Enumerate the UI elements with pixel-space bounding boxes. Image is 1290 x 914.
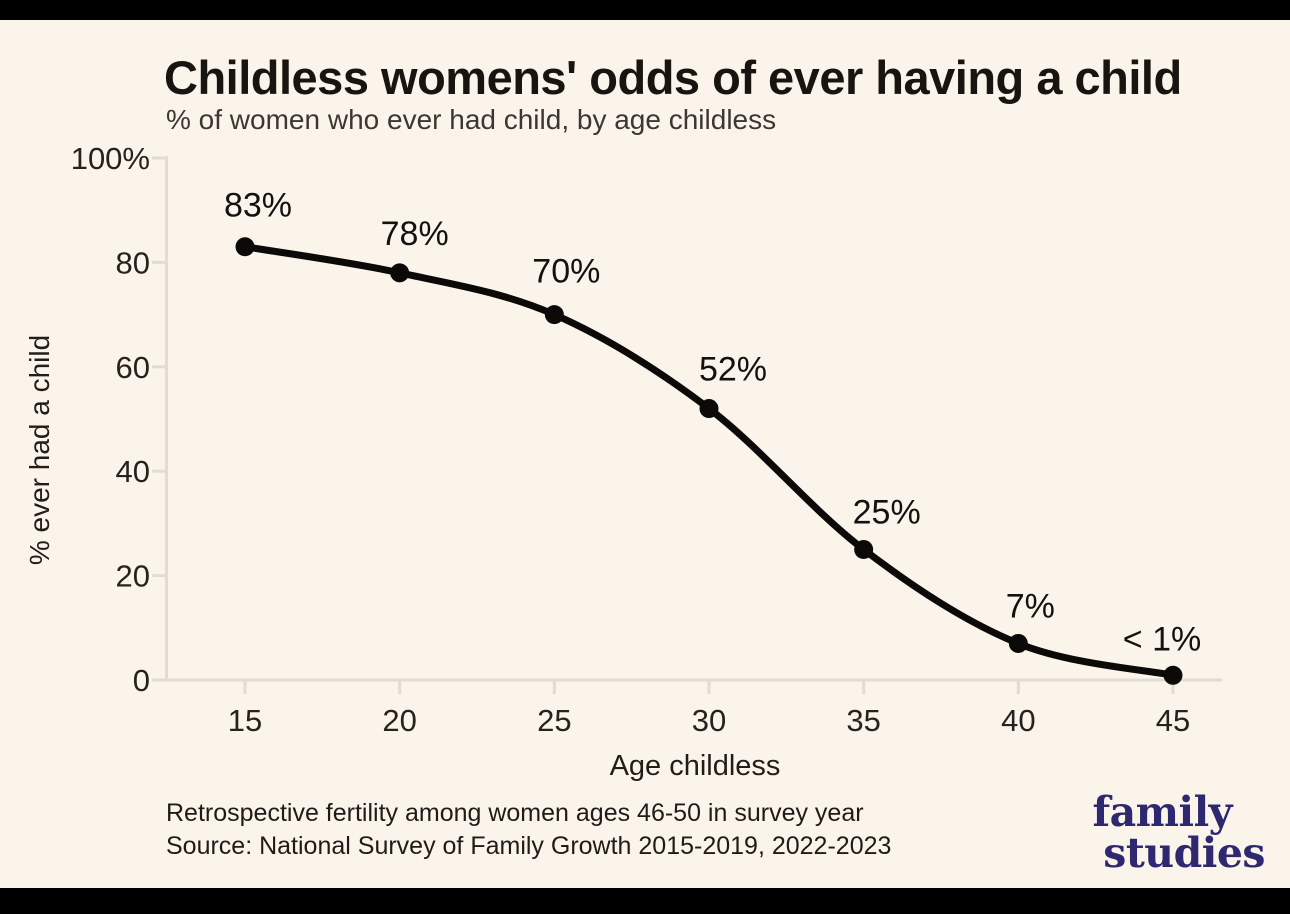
data-point (1163, 665, 1183, 685)
footnote-line-2: Source: National Survey of Family Growth… (166, 832, 892, 860)
x-tick-label: 25 (537, 703, 571, 738)
x-tick-label: 40 (1001, 703, 1035, 738)
x-tick-label: 15 (228, 703, 262, 738)
family-studies-logo: family studies (1092, 792, 1265, 874)
data-point-label: 83% (224, 187, 292, 225)
chart-canvas (0, 20, 1290, 888)
chart-subtitle: % of women who ever had child, by age ch… (166, 104, 777, 135)
x-axis-title: Age childless (609, 750, 781, 782)
y-tick-label: 60 (116, 350, 150, 385)
data-point (1008, 633, 1028, 653)
data-point-label: 52% (699, 351, 767, 389)
y-tick-label: 100% (71, 141, 150, 176)
data-point (544, 305, 564, 325)
data-point-label: 70% (532, 253, 600, 291)
data-point (235, 237, 255, 257)
data-point-label: 7% (1006, 587, 1055, 625)
x-tick-label: 35 (846, 703, 880, 738)
data-point (854, 540, 874, 559)
data-point-label: < 1% (1123, 620, 1201, 658)
footnote-line-1: Retrospective fertility among women ages… (166, 799, 864, 827)
y-tick-label: 20 (116, 559, 150, 594)
data-point-label: 78% (381, 215, 449, 253)
x-tick-label: 20 (382, 703, 416, 738)
data-point (699, 399, 719, 419)
x-tick-label: 45 (1156, 703, 1190, 738)
y-tick-label: 0 (133, 663, 150, 698)
bottom-border-bar (0, 888, 1290, 914)
data-point-label: 25% (853, 494, 921, 532)
data-point (390, 263, 410, 283)
top-border-bar (0, 0, 1290, 20)
x-tick-label: 30 (692, 703, 726, 738)
logo-word-family: family (1092, 788, 1232, 836)
logo-word-studies: studies (1103, 829, 1265, 877)
y-tick-label: 40 (116, 454, 150, 489)
y-tick-label: 80 (116, 245, 150, 280)
chart-title: Childless womens' odds of ever having a … (164, 51, 1182, 104)
